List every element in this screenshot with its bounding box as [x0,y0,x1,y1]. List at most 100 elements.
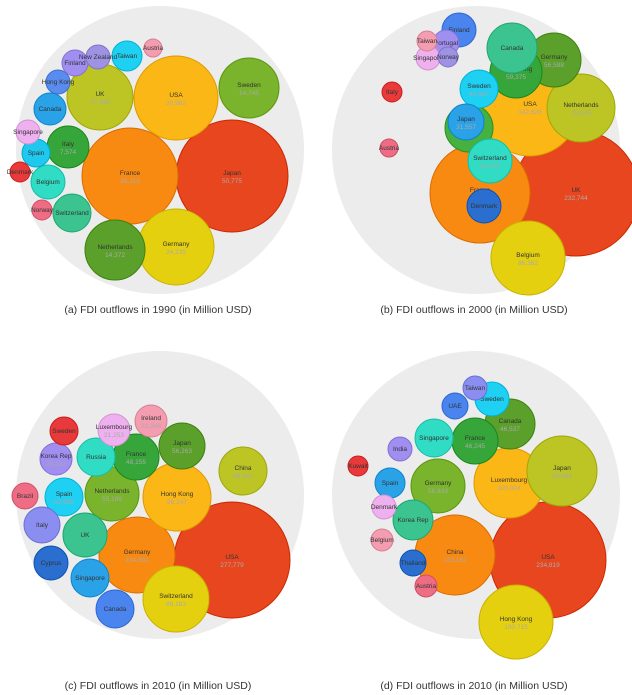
bubble-mark[interactable] [416,30,438,52]
bubble-mark[interactable] [142,565,210,633]
bubble-mark[interactable] [462,375,488,401]
bubble-mark[interactable] [546,73,616,143]
bubble-mark[interactable] [111,40,143,72]
bubble-sweden[interactable]: Sweden [49,416,79,446]
bubble-mark[interactable] [9,161,31,183]
bubble-mark[interactable] [410,458,466,514]
bubble-singapore[interactable]: Singapore [414,418,454,458]
bubble-denmark[interactable]: Denmark [466,188,502,224]
bubble-uk[interactable]: UK [62,512,108,558]
bubble-mark[interactable] [158,422,206,470]
bubble-mark[interactable] [95,589,135,629]
bubble-mark[interactable] [392,499,434,541]
bubble-belgium[interactable]: Belgium [30,164,66,200]
bubble-norway[interactable]: Norway [31,199,54,221]
bubble-switzerland[interactable]: Switzerland [52,193,92,233]
bubble-mark[interactable] [347,455,369,477]
bubble-mark[interactable] [371,494,397,520]
bubble-italy[interactable]: Italy [23,506,61,544]
bubble-mark[interactable] [76,437,116,477]
bubble-mark[interactable] [44,477,84,517]
bubble-mark[interactable] [478,584,554,660]
bubble-mark[interactable] [414,418,454,458]
bubble-belgium[interactable]: Belgium [370,528,394,552]
bubble-mark[interactable] [399,549,427,577]
bubble-russia[interactable]: Russia [76,437,116,477]
bubble-mark[interactable] [466,188,502,224]
bubble-mark[interactable] [459,69,499,109]
bubble-mark[interactable] [379,138,399,158]
bubble-taiwan[interactable]: Taiwan [111,40,143,72]
bubble-mark[interactable] [143,38,163,58]
bubble-new-zealand[interactable]: New Zealand [79,44,118,70]
bubble-mark[interactable] [49,416,79,446]
bubble-mark[interactable] [526,435,598,507]
bubble-mark[interactable] [31,199,53,221]
bubble-mark[interactable] [490,220,566,296]
bubble-mark[interactable] [437,46,459,68]
bubble-denmark[interactable]: Denmark [7,161,34,183]
bubble-mark[interactable] [387,436,413,462]
bubble-singapore[interactable]: Singapore [70,558,110,598]
bubble-canada[interactable]: Canada [33,92,67,126]
bubble-mark[interactable] [33,545,69,581]
bubble-mark[interactable] [52,193,92,233]
bubble-canada[interactable]: Canada [486,22,538,74]
bubble-mark[interactable] [486,22,538,74]
bubble-mark[interactable] [133,55,219,141]
bubble-spain[interactable]: Spain [21,138,51,168]
bubble-mark[interactable] [85,44,111,70]
bubble-denmark[interactable]: Denmark [371,494,398,520]
bubble-mark[interactable] [15,119,41,145]
bubble-mark[interactable] [97,413,131,447]
bubble-mark[interactable] [62,512,108,558]
bubble-mark[interactable] [134,404,168,438]
bubble-mark[interactable] [11,482,39,510]
bubble-austria[interactable]: Austria [143,38,164,58]
bubble-india[interactable]: India [387,436,413,462]
bubble-mark[interactable] [33,92,67,126]
bubble-mark[interactable] [370,528,394,552]
bubble-taiwan[interactable]: Taiwan [416,30,438,52]
bubble-hong-kong[interactable]: Hong Kong [42,69,75,95]
bubble-mark[interactable] [441,392,469,420]
bubble-mark[interactable] [30,164,66,200]
bubble-kuwait[interactable]: Kuwait [347,455,369,477]
bubble-mark[interactable] [381,81,403,103]
bubble-thailand[interactable]: Thailand [399,549,427,577]
bubble-korea-rep[interactable]: Korea Rep [392,499,434,541]
bubble-norway[interactable]: Norway [437,46,460,68]
bubble-cyprus[interactable]: Cyprus [33,545,69,581]
bubble-mark[interactable] [218,446,268,496]
bubble-mark[interactable] [218,57,280,119]
bubble-uae[interactable]: UAE [441,392,469,420]
bubble-mark[interactable] [467,138,513,184]
bubble-mark[interactable] [447,103,485,141]
bubble-spain[interactable]: Spain [374,467,406,499]
bubble-brazil[interactable]: Brazil [11,482,39,510]
bubble-mark[interactable] [23,506,61,544]
bubble-canada[interactable]: Canada [95,589,135,629]
